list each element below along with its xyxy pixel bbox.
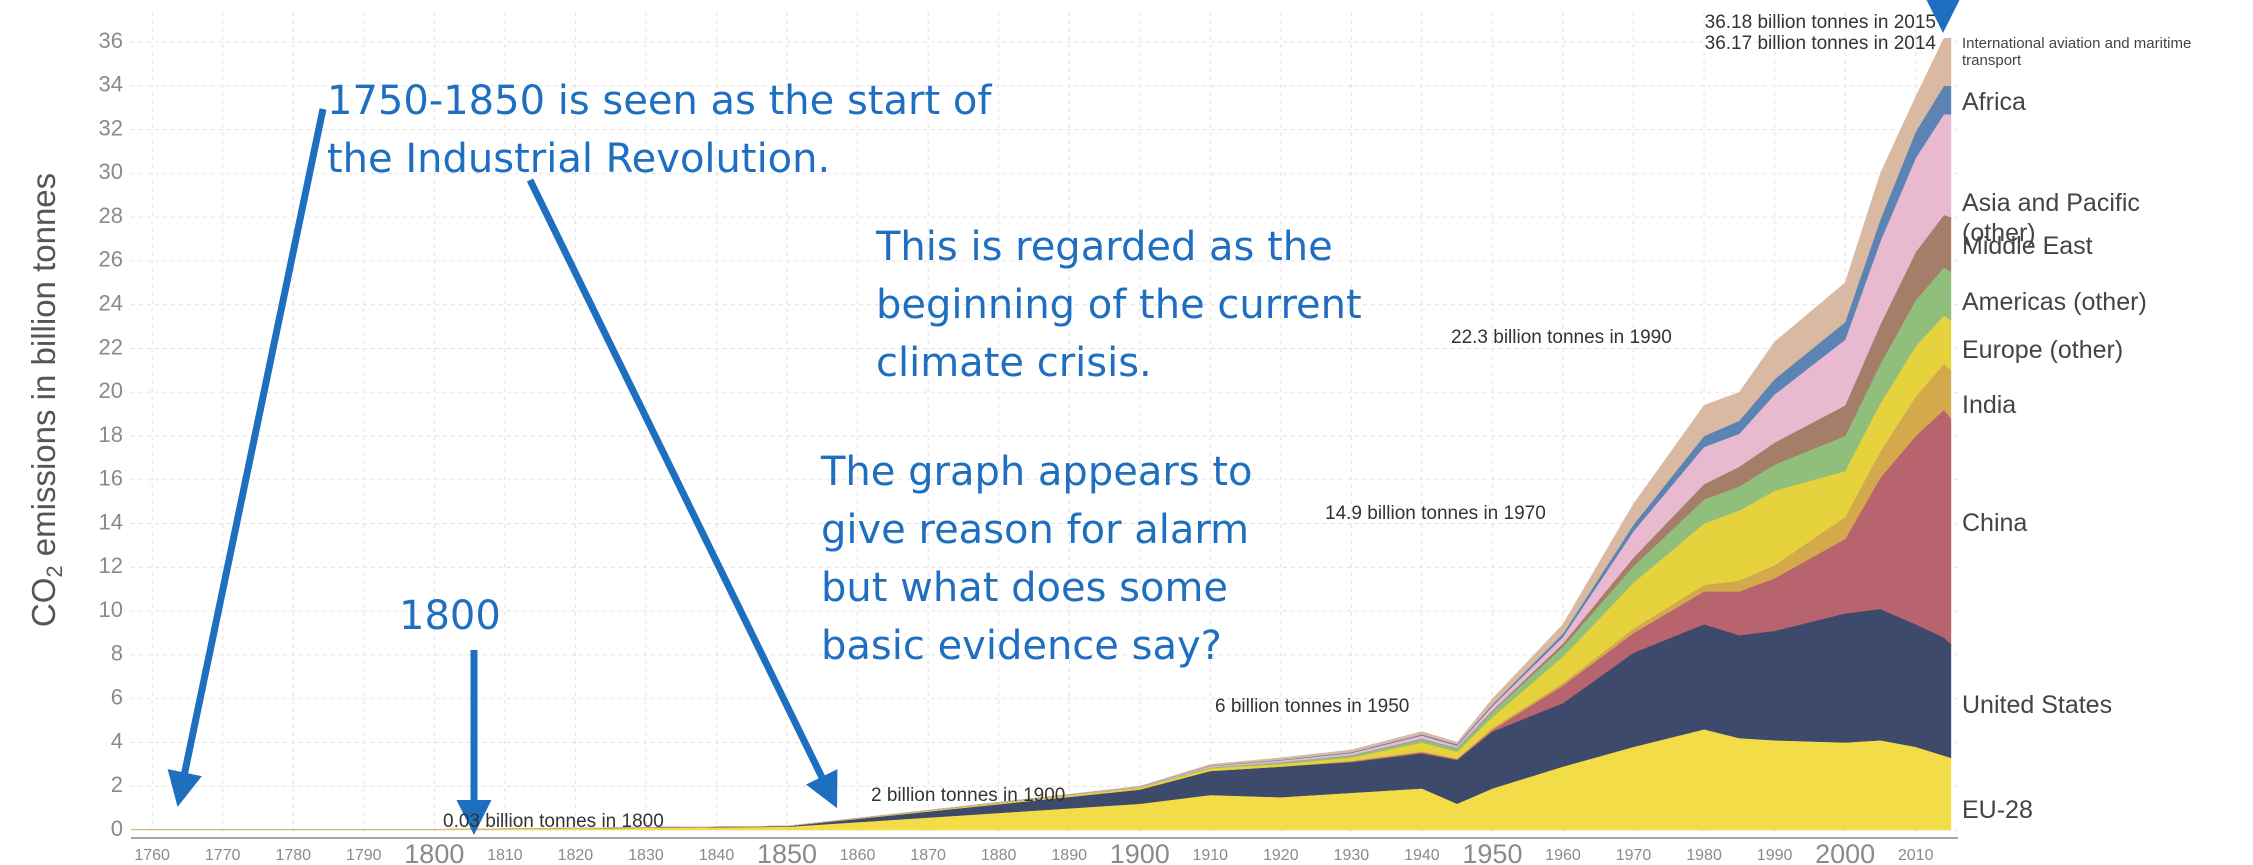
annotation: This is regarded as the beginning of the … (876, 218, 1362, 392)
y-tick-label: 22 (99, 334, 123, 359)
arrow (526, 178, 838, 809)
x-tick-label: 1780 (275, 847, 311, 864)
legend-entry: EU-28 (1962, 796, 2033, 824)
annotation-line: 1800 (399, 593, 501, 639)
annotation: The graph appears to give reason for alar… (821, 443, 1252, 675)
x-tick-label: 1800 (404, 839, 464, 865)
area-series (131, 729, 1952, 831)
y-tick-label: 16 (99, 466, 123, 491)
x-tick-label: 2000 (1815, 839, 1875, 865)
legend-entry: Asia and Pacific (other) (1962, 189, 2140, 247)
x-tick-label: 1850 (757, 839, 817, 865)
chart-note: 36.17 billion tonnes in 2014 (1704, 33, 1936, 54)
x-tick-label: 1910 (1192, 847, 1228, 864)
x-tick-label: 1980 (1686, 847, 1722, 864)
y-tick-label: 10 (99, 597, 123, 622)
annotation-line: beginning of the current (876, 282, 1362, 328)
x-tick-label: 2010 (1898, 847, 1934, 864)
legend-entry: International aviation and maritime tran… (1962, 35, 2192, 69)
annotation-line: climate crisis. (876, 340, 1152, 386)
x-tick-label: 1940 (1404, 847, 1440, 864)
legend-entry: India (1962, 391, 2017, 419)
legend-entry: China (1962, 509, 2028, 537)
arrow (167, 108, 327, 807)
x-tick-label: 1870 (910, 847, 946, 864)
y-tick-label: 24 (99, 290, 123, 315)
annotation-line: 1750-1850 is seen as the start of (327, 78, 992, 124)
annotation-line: basic evidence say? (821, 623, 1222, 669)
x-tick-label: 1990 (1757, 847, 1793, 864)
x-tick-label: 1820 (558, 847, 594, 864)
x-tick-label: 1960 (1545, 847, 1581, 864)
y-label-sub: 2 (42, 565, 67, 577)
area-series (131, 37, 1952, 830)
x-tick-label: 1760 (134, 847, 170, 864)
y-label-rest: emissions in billion tonnes (25, 173, 62, 566)
y-tick-label: 8 (111, 641, 123, 666)
chart-note: 0.03 billion tonnes in 1800 (443, 811, 664, 832)
y-tick-label: 6 (111, 684, 123, 709)
legend-entry: Middle East (1962, 232, 2093, 260)
chart-note: 2 billion tonnes in 1900 (871, 785, 1066, 806)
y-tick-label: 12 (99, 553, 123, 578)
x-tick-label: 1830 (628, 847, 664, 864)
x-tick-label: 1860 (840, 847, 876, 864)
y-tick-label: 0 (111, 816, 123, 841)
y-tick-label: 26 (99, 247, 123, 272)
y-tick-label: 18 (99, 422, 123, 447)
x-tick-label: 1890 (1051, 847, 1087, 864)
chart-note: 14.9 billion tonnes in 1970 (1325, 503, 1546, 524)
y-tick-label: 4 (111, 728, 123, 753)
x-tick-label: 1920 (1263, 847, 1299, 864)
x-tick-label: 1930 (1334, 847, 1370, 864)
annotation-line: the Industrial Revolution. (327, 136, 831, 182)
x-tick-label: 1950 (1462, 839, 1522, 865)
annotation-line: but what does some (821, 565, 1229, 611)
y-tick-label: 30 (99, 159, 123, 184)
annotation-line: The graph appears to (821, 449, 1253, 495)
legend-entry: United States (1962, 691, 2113, 719)
chart-note: 22.3 billion tonnes in 1990 (1451, 327, 1672, 348)
x-tick-label: 1880 (981, 847, 1017, 864)
x-tick-label: 1840 (699, 847, 735, 864)
y-tick-label: 36 (99, 28, 123, 53)
x-tick-label: 1790 (346, 847, 382, 864)
annotation: 1750-1850 is seen as the start of the Ind… (327, 72, 991, 188)
chart-note: 36.18 billion tonnes in 2015 (1704, 12, 1936, 33)
y-axis-label: CO2 emissions in billion tonnes (25, 173, 67, 627)
x-tick-label: 1770 (205, 847, 241, 864)
x-tick-label: 1970 (1616, 847, 1652, 864)
x-tick-label: 1900 (1110, 839, 1170, 865)
annotation: 1800 (399, 587, 501, 645)
x-tick-label: 1810 (487, 847, 523, 864)
y-tick-label: 14 (99, 509, 123, 534)
annotation-line: give reason for alarm (821, 507, 1250, 553)
y-tick-label: 20 (99, 378, 123, 403)
chart-note: 6 billion tonnes in 1950 (1215, 696, 1410, 717)
y-tick-label: 32 (99, 115, 123, 140)
arrows (167, 0, 1961, 835)
y-tick-label: 28 (99, 203, 123, 228)
legend-entry: Americas (other) (1962, 288, 2147, 316)
y-label-main: CO (25, 578, 62, 628)
y-tick-label: 34 (99, 72, 123, 97)
y-tick-label: 2 (111, 772, 123, 797)
legend-entry: Europe (other) (1962, 336, 2124, 364)
annotation-line: This is regarded as the (876, 224, 1333, 270)
legend-entry: Africa (1962, 88, 2026, 116)
